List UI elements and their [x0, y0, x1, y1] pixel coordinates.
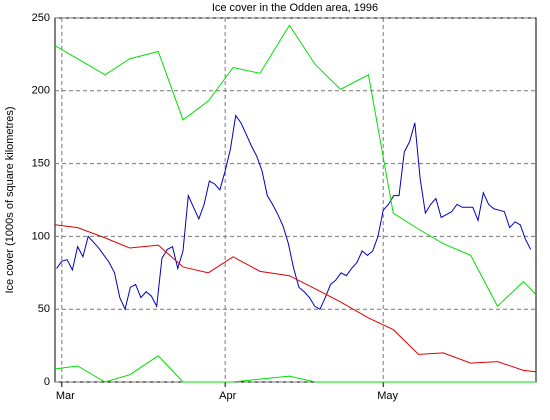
series-line [54, 355, 536, 383]
plot-frame [54, 17, 537, 383]
y-axis-label: Ice cover (1000s of square kilometres) [4, 106, 16, 293]
y-tick-label: 150 [32, 158, 50, 170]
y-tick-label: 100 [32, 230, 50, 242]
series-line [54, 24, 537, 308]
series-line [54, 224, 537, 373]
x-tick-label: Apr [219, 390, 236, 402]
y-tick-label: 200 [32, 85, 50, 97]
x-tick-label: May [377, 390, 398, 402]
y-tick-label: 250 [32, 12, 50, 24]
y-tick-label: 50 [38, 303, 50, 315]
chart-title: Ice cover in the Odden area, 1996 [212, 2, 378, 14]
y-tick-label: 0 [44, 376, 50, 388]
series-line [56, 114, 532, 311]
x-tick-label: Mar [56, 390, 75, 402]
